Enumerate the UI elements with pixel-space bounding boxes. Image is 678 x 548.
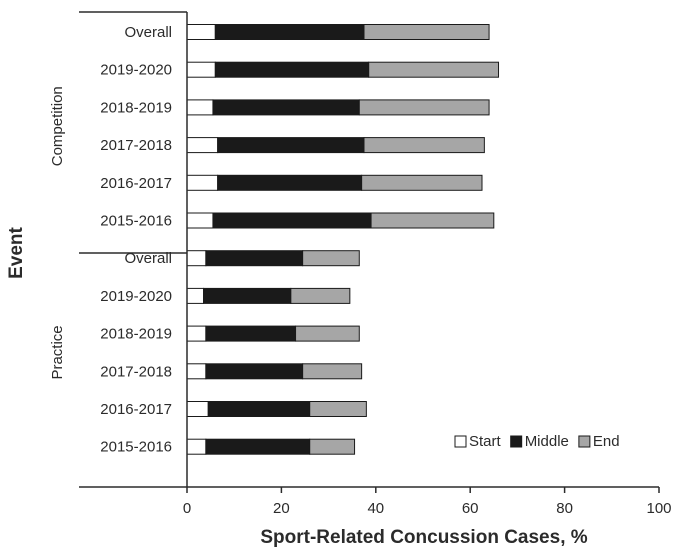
bar-segment-start: [186, 137, 219, 154]
category-label: Overall: [124, 250, 172, 267]
x-tick-label: 80: [556, 500, 573, 517]
bar-segment-middle: [203, 287, 292, 304]
bar-segment-end: [363, 24, 490, 40]
category-label: 2015-2016: [100, 439, 172, 456]
bar-segment-middle: [205, 363, 304, 380]
bar-segment-start: [186, 61, 216, 78]
x-tick-label: 20: [273, 500, 290, 517]
bar-segment-start: [186, 438, 207, 455]
bar-segment-start: [186, 250, 207, 267]
bar-segment-middle: [205, 250, 304, 267]
bar-segment-middle: [214, 24, 365, 40]
bar-segment-start: [186, 287, 205, 304]
bar-segment-end: [302, 363, 363, 380]
legend-label-start: Start: [469, 433, 502, 450]
y-axis-title: Event: [6, 226, 27, 278]
bar-segment-end: [368, 61, 500, 78]
category-label: 2017-2018: [100, 137, 172, 154]
bar-segment-end: [309, 438, 356, 455]
x-tick-label: 100: [646, 500, 671, 517]
bar-segment-start: [186, 325, 207, 342]
bar-segment-start: [186, 212, 214, 229]
bar-segment-end: [302, 250, 360, 267]
bar-segment-middle: [217, 174, 363, 191]
bar-segment-end: [290, 287, 351, 304]
legend-swatch-end: [578, 435, 591, 448]
bar-segment-start: [186, 24, 216, 40]
category-label: 2019-2020: [100, 62, 172, 79]
bar-segment-middle: [205, 438, 311, 455]
bar-segment-middle: [205, 325, 297, 342]
bar-segment-middle: [207, 401, 311, 417]
bar-segment-middle: [212, 212, 372, 229]
bar-segment-middle: [217, 137, 365, 154]
x-tick-label: 40: [367, 500, 384, 517]
x-axis-title: Sport-Related Concussion Cases, %: [260, 527, 587, 548]
category-label: 2018-2019: [100, 99, 172, 116]
group-label: Practice: [49, 325, 66, 379]
category-label: 2015-2016: [100, 213, 172, 230]
bar-segment-end: [363, 137, 485, 154]
bar-segment-start: [186, 401, 209, 417]
bars-layer: [186, 24, 500, 455]
category-label: 2018-2019: [100, 326, 172, 343]
bar-segment-start: [186, 363, 207, 380]
bar-segment-end: [361, 174, 483, 191]
bar-segment-middle: [214, 61, 370, 78]
bar-segment-start: [186, 174, 219, 191]
legend-swatch-middle: [510, 435, 523, 448]
category-label: 2017-2018: [100, 363, 172, 380]
x-tick-label: 0: [183, 500, 191, 517]
labels-layer: Overall 2019-2020 2018-2019 2017-2018 2016-2…: [49, 24, 672, 517]
bar-segment-end: [309, 401, 367, 417]
bar-segment-end: [295, 325, 360, 342]
category-label: 2019-2020: [100, 288, 172, 305]
x-tick-label: 60: [462, 500, 479, 517]
group-label: Competition: [49, 86, 66, 166]
bar-segment-end: [358, 99, 490, 116]
bar-segment-start: [186, 99, 214, 116]
category-label: 2016-2017: [100, 175, 172, 192]
bar-segment-middle: [212, 99, 360, 116]
category-label: Overall: [124, 24, 172, 41]
category-label: 2016-2017: [100, 401, 172, 418]
bar-segment-end: [370, 212, 495, 229]
legend: Start Middle End: [454, 433, 620, 450]
legend-swatch-start: [454, 435, 467, 448]
legend-label-end: End: [593, 433, 620, 450]
axes-layer: [79, 11, 660, 493]
legend-label-middle: Middle: [525, 433, 569, 450]
